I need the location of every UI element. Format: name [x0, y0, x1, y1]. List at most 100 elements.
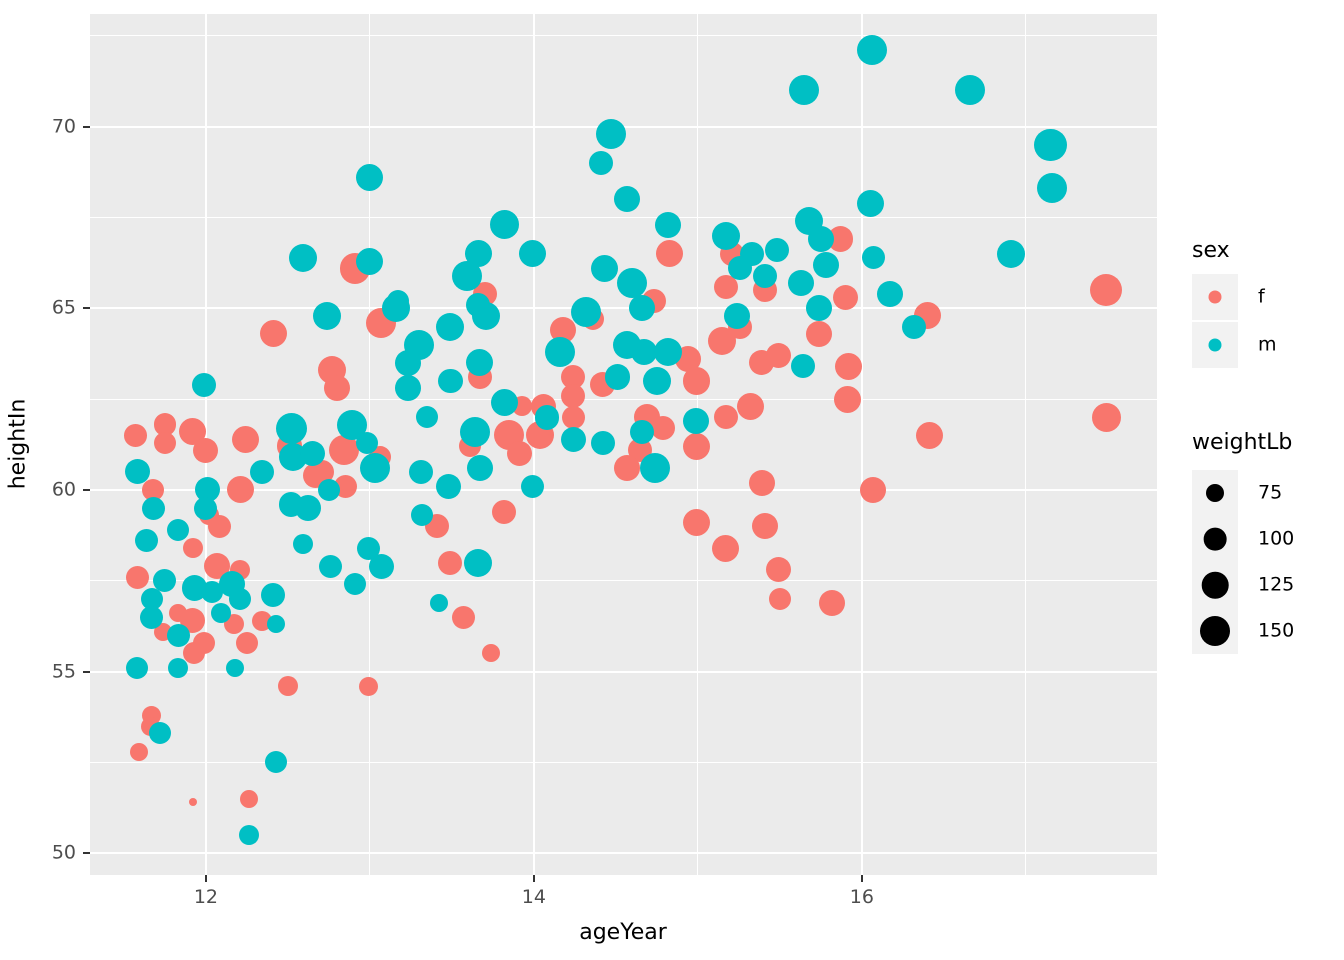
- data-point-m: [807, 226, 834, 253]
- data-point-m: [167, 518, 190, 541]
- sex-legend-dot-f: [1208, 290, 1222, 304]
- data-point-m: [356, 247, 384, 275]
- data-point-m: [229, 587, 252, 610]
- data-point-m: [590, 254, 618, 282]
- minor-gridline-x: [1025, 14, 1027, 875]
- data-point-f: [1091, 402, 1121, 432]
- data-point-m: [436, 473, 462, 499]
- data-point-m: [595, 119, 626, 149]
- data-point-f: [251, 610, 272, 631]
- weight-legend-title: weightLb: [1192, 430, 1293, 455]
- data-point-m: [490, 389, 518, 417]
- sex-legend-title: sex: [1192, 238, 1230, 263]
- data-point-f: [712, 534, 740, 562]
- data-point-m: [560, 426, 586, 452]
- y-tick-label: 70: [51, 115, 76, 138]
- data-point-m: [642, 367, 671, 395]
- data-point-f: [561, 405, 585, 429]
- data-point-m: [753, 263, 778, 288]
- weight-legend-dot-75: [1206, 484, 1224, 502]
- data-point-m: [534, 404, 560, 430]
- y-tick-mark: [83, 307, 90, 310]
- sex-legend-dot-m: [1208, 338, 1222, 352]
- data-point-m: [408, 459, 433, 484]
- data-point-f: [860, 477, 887, 503]
- data-point-m: [861, 245, 885, 270]
- data-point-f: [833, 385, 861, 413]
- data-point-m: [382, 294, 411, 323]
- data-point-m: [472, 301, 501, 330]
- data-point-f: [226, 476, 254, 504]
- data-point-m: [451, 260, 482, 291]
- minor-gridline-y: [90, 35, 1157, 37]
- data-point-m: [166, 623, 190, 647]
- data-point-m: [614, 186, 641, 213]
- data-point-f: [506, 441, 532, 467]
- data-point-m: [294, 495, 321, 522]
- data-point-f: [125, 565, 149, 589]
- data-point-m: [590, 430, 615, 455]
- weight-legend-dot-150: [1200, 616, 1230, 646]
- sex-legend-key: [1192, 274, 1238, 320]
- data-point-f: [129, 742, 148, 761]
- y-tick-mark: [83, 852, 90, 855]
- data-point-f: [235, 631, 258, 654]
- data-point-m: [466, 349, 494, 377]
- data-point-m: [359, 453, 390, 484]
- y-tick-label: 60: [51, 478, 76, 501]
- data-point-m: [429, 593, 448, 612]
- data-point-m: [319, 554, 343, 578]
- data-point-m: [126, 656, 149, 679]
- y-tick-mark: [83, 125, 90, 128]
- data-point-f: [277, 676, 298, 697]
- data-point-f: [492, 499, 517, 524]
- data-point-m: [1037, 173, 1068, 204]
- weight-legend-key: [1192, 470, 1238, 516]
- data-point-f: [324, 375, 351, 402]
- data-point-f: [682, 367, 710, 395]
- data-point-m: [997, 239, 1026, 268]
- data-point-f: [832, 284, 859, 311]
- data-point-m: [604, 364, 631, 391]
- data-point-f: [713, 405, 738, 430]
- data-point-m: [355, 431, 378, 454]
- data-point-f: [183, 642, 206, 665]
- data-point-m: [344, 573, 367, 596]
- data-point-m: [267, 615, 286, 634]
- data-point-m: [201, 580, 224, 603]
- data-point-m: [394, 349, 421, 376]
- data-point-m: [459, 416, 490, 447]
- data-point-m: [194, 496, 218, 520]
- x-tick-mark: [204, 875, 207, 882]
- data-point-m: [489, 210, 519, 240]
- data-point-m: [711, 221, 740, 250]
- data-point-f: [614, 455, 641, 482]
- data-point-f: [438, 550, 463, 575]
- y-tick-mark: [83, 670, 90, 673]
- data-point-m: [416, 406, 439, 429]
- data-point-f: [835, 352, 863, 380]
- data-point-f: [915, 421, 943, 449]
- data-point-f: [142, 478, 165, 501]
- data-point-m: [192, 372, 217, 397]
- x-tick-mark: [860, 875, 863, 882]
- data-point-m: [571, 296, 602, 327]
- data-point-m: [356, 536, 380, 560]
- major-gridline-y: [90, 307, 1157, 310]
- plot-panel: [90, 14, 1157, 875]
- data-point-f: [656, 240, 684, 268]
- data-point-f: [752, 513, 779, 540]
- data-point-f: [819, 589, 846, 616]
- data-point-m: [617, 267, 648, 298]
- data-point-m: [437, 368, 463, 394]
- data-point-f: [651, 416, 676, 441]
- minor-gridline-y: [90, 580, 1157, 582]
- data-point-f: [207, 514, 231, 538]
- data-point-m: [135, 529, 159, 553]
- data-point-f: [328, 435, 359, 466]
- y-tick-label: 50: [51, 841, 76, 864]
- data-point-m: [168, 657, 189, 678]
- sex-legend-label: f: [1258, 285, 1265, 308]
- x-tick-label: 12: [193, 886, 219, 908]
